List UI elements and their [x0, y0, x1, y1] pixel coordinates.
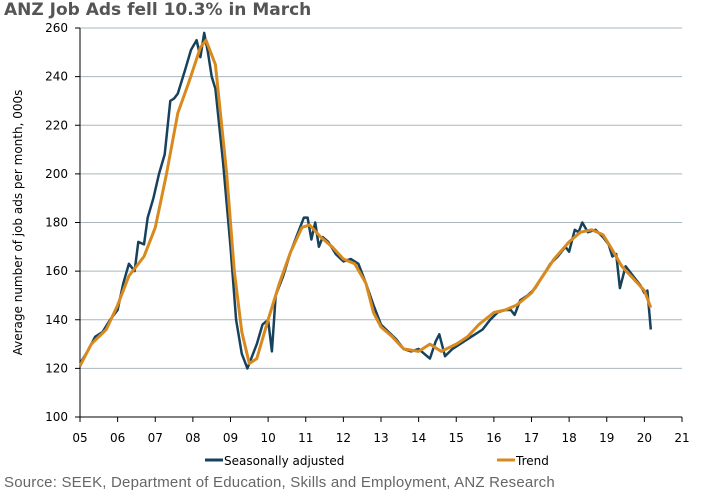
x-tick-label: 11	[298, 431, 313, 445]
x-tick-label: 07	[148, 431, 163, 445]
y-tick-label: 240	[45, 70, 68, 84]
x-tick-label: 09	[223, 431, 238, 445]
x-tick-label: 14	[411, 431, 426, 445]
x-tick-label: 18	[561, 431, 576, 445]
x-tick-label: 19	[599, 431, 614, 445]
series-line-trend	[78, 38, 653, 367]
x-tick-label: 17	[524, 431, 539, 445]
x-tick-label: 12	[336, 431, 351, 445]
x-tick-label: 06	[110, 431, 125, 445]
x-tick-label: 08	[185, 431, 200, 445]
x-tick-label: 10	[260, 431, 275, 445]
y-tick-label: 100	[45, 410, 68, 424]
y-tick-label: 180	[45, 216, 68, 230]
y-axis-label: Average number of job ads per month, 000…	[11, 90, 25, 356]
series-line-seasonally-adjusted	[78, 31, 653, 370]
y-tick-label: 160	[45, 264, 68, 278]
y-tick-label: 140	[45, 313, 68, 327]
x-tick-label: 15	[449, 431, 464, 445]
x-tick-label: 21	[674, 431, 689, 445]
y-tick-label: 120	[45, 361, 68, 375]
x-tick-label: 05	[72, 431, 87, 445]
x-tick-label: 13	[373, 431, 388, 445]
x-tick-label: 20	[637, 431, 652, 445]
y-tick-label: 200	[45, 167, 68, 181]
source-note: Source: SEEK, Department of Education, S…	[4, 474, 555, 491]
chart-title: ANZ Job Ads fell 10.3% in March	[4, 0, 312, 20]
y-tick-label: 220	[45, 118, 68, 132]
x-tick-label: 16	[486, 431, 501, 445]
y-tick-label: 260	[45, 21, 68, 35]
legend-label: Seasonally adjusted	[224, 454, 344, 468]
legend-label: Trend	[515, 454, 549, 468]
